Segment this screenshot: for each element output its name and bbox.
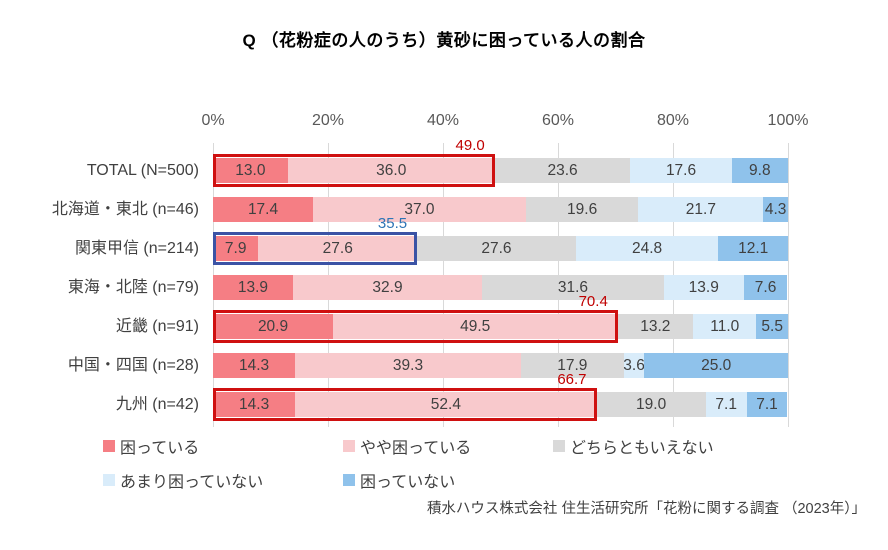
bar-segment: 27.6	[417, 236, 576, 261]
bar-segment: 25.0	[644, 353, 789, 378]
bar-segment: 7.1	[705, 392, 747, 417]
x-tick-label: 40%	[426, 112, 460, 129]
bar-segment: 5.5	[756, 314, 788, 339]
category-label: 東海・北陸 (n=79)	[67, 279, 199, 296]
legend-swatch	[343, 440, 355, 452]
legend-item: あまり困っていない	[103, 468, 263, 492]
stacked-bar: 20.9 49.5 13.2 11.0 5.5	[213, 314, 788, 339]
legend-label: どちらともいえない	[570, 440, 714, 457]
bar-segment: 14.3	[213, 353, 296, 378]
highlight-value-label: 49.0	[455, 137, 485, 154]
x-axis-ticks: 0% 20% 40% 60% 80% 100%	[201, 112, 808, 136]
legend-label: 困っている	[120, 440, 200, 457]
gridline	[787, 143, 789, 427]
x-tick-label: 60%	[541, 112, 575, 129]
legend-item: 困っていない	[343, 468, 455, 492]
bar-segment: 39.3	[295, 353, 521, 378]
highlight-value-label: 70.4	[578, 293, 608, 310]
bar-segment: 52.4	[295, 392, 597, 417]
category-label: 中国・四国 (n=28)	[67, 357, 199, 374]
bar-segment: 17.6	[630, 158, 732, 183]
category-label: 近畿 (n=91)	[115, 318, 199, 335]
x-tick-label: 100%	[767, 112, 809, 129]
legend-swatch	[103, 440, 115, 452]
bar-segment: 19.0	[596, 392, 706, 417]
chart-title: Q （花粉症の人のうち）黄砂に困っている人の割合	[242, 31, 646, 50]
bar-segment: 31.6	[482, 275, 664, 300]
bar-segment: 13.0	[213, 158, 288, 183]
bar-segment: 7.9	[213, 236, 259, 261]
legend-label: 困っていない	[360, 474, 456, 491]
bar-row: 14.3 39.3 17.9 3.6 25.0	[213, 346, 789, 385]
bar-segment: 7.6	[743, 275, 788, 300]
bar-segment: 23.6	[494, 158, 631, 183]
stacked-bar: 14.3 52.4 19.0 7.1 7.1	[213, 392, 788, 417]
stacked-bar: 7.9 27.6 27.6 24.8 12.1	[213, 236, 788, 261]
bar-segment: 3.6	[623, 353, 645, 378]
bar-segment: 17.9	[520, 353, 624, 378]
bar-segment: 21.7	[638, 197, 764, 222]
source-note: 積水ハウス株式会社 住生活研究所「花粉に関する調査 （2023年）」	[426, 501, 866, 517]
bar-row: 13.0 36.0 23.6 17.6 9.8 49.0	[213, 138, 788, 190]
x-tick-label: 80%	[656, 112, 690, 129]
category-label: 九州 (n=42)	[115, 396, 199, 413]
stacked-bar: 14.3 39.3 17.9 3.6 25.0	[213, 353, 789, 378]
legend-swatch	[343, 474, 355, 486]
bar-row: 20.9 49.5 13.2 11.0 5.5 70.4	[213, 294, 788, 346]
bar-segment: 4.3	[763, 197, 788, 222]
bar-segment: 13.2	[617, 314, 694, 339]
bar-segment: 14.3	[213, 392, 296, 417]
legend-item: どちらともいえない	[553, 434, 714, 458]
bar-row: 14.3 52.4 19.0 7.1 7.1 66.7	[213, 372, 788, 424]
bar-segment: 24.8	[575, 236, 719, 261]
plot-area: 13.0 36.0 23.6 17.6 9.8 49.0 17.4 37.0 19.6 21.7 4…	[213, 138, 789, 424]
bar-row: 13.9 32.9 31.6 13.9 7.6	[213, 268, 788, 307]
legend-item: やや困っている	[343, 434, 471, 458]
category-label: 関東甲信 (n=214)	[74, 240, 199, 257]
stacked-bar: 17.4 37.0 19.6 21.7 4.3	[213, 197, 788, 222]
highlight-value-label: 66.7	[557, 371, 587, 388]
stacked-bar: 13.9 32.9 31.6 13.9 7.6	[213, 275, 788, 300]
legend-swatch	[103, 474, 115, 486]
bar-segment: 12.1	[718, 236, 788, 261]
bar-segment: 27.6	[258, 236, 418, 261]
bar-segment: 32.9	[292, 275, 483, 300]
legend-label: やや困っている	[360, 440, 472, 457]
bar-segment: 37.0	[313, 197, 526, 222]
legend-swatch	[553, 440, 565, 452]
bar-segment: 49.5	[333, 314, 618, 339]
bar-segment: 13.9	[663, 275, 744, 300]
x-tick-label: 20%	[311, 112, 345, 129]
category-label: 北海道・東北 (n=46)	[51, 201, 199, 218]
legend-label: あまり困っていない	[120, 474, 264, 491]
bar-segment: 36.0	[287, 158, 495, 183]
category-label: TOTAL (N=500)	[86, 162, 199, 179]
bar-segment: 7.1	[746, 392, 788, 417]
bar-segment: 13.9	[213, 275, 293, 300]
bar-segment: 11.0	[693, 314, 757, 339]
category-labels: TOTAL (N=500) 北海道・東北 (n=46) 関東甲信 (n=214) 東海…	[0, 151, 205, 424]
x-tick-label: 0%	[201, 112, 225, 129]
bar-segment: 9.8	[731, 158, 788, 183]
bar-segment: 20.9	[213, 314, 334, 339]
highlight-value-label: 35.5	[377, 215, 408, 232]
bar-row: 17.4 37.0 19.6 21.7 4.3	[213, 190, 788, 229]
bar-row: 7.9 27.6 27.6 24.8 12.1 35.5	[213, 216, 788, 268]
legend-item: 困っている	[103, 434, 199, 458]
stacked-bar: 13.0 36.0 23.6 17.6 9.8	[213, 158, 788, 183]
bar-segment: 17.4	[213, 197, 314, 222]
bar-segment: 19.6	[525, 197, 639, 222]
